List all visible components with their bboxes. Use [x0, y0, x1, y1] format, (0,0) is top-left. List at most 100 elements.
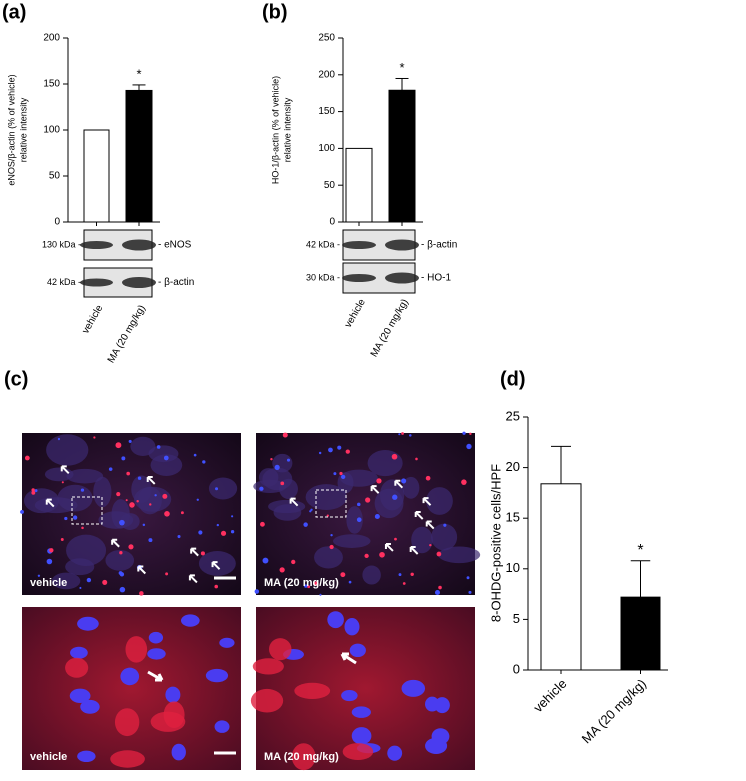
arrow [422, 497, 432, 506]
cell [119, 586, 126, 593]
nucleus [351, 706, 371, 718]
cell [20, 510, 24, 514]
cell [119, 551, 123, 555]
micrograph-label: MA (20 mg/kg) [264, 751, 339, 763]
cell [402, 582, 406, 585]
cell [165, 572, 169, 576]
tubule [98, 511, 134, 529]
arrow [137, 565, 147, 575]
tubule [66, 534, 107, 567]
cell [215, 487, 219, 491]
y-tick-label: 100 [318, 143, 335, 154]
tubule [150, 454, 183, 476]
cell [137, 476, 142, 480]
cell [80, 488, 85, 492]
cell [269, 638, 292, 661]
cell [125, 636, 148, 663]
tubule [367, 449, 403, 477]
micrograph-label: vehicle [30, 751, 67, 763]
cell [392, 494, 398, 500]
cell [468, 590, 472, 594]
tubule [426, 487, 453, 515]
tubule [431, 523, 458, 551]
cell [230, 530, 235, 534]
cell [401, 432, 404, 435]
tubule [51, 572, 81, 590]
y-tick-label: 15 [506, 510, 520, 525]
cell [79, 586, 82, 589]
arrow [111, 538, 120, 548]
cell [262, 557, 269, 564]
nucleus [401, 679, 426, 697]
tubule [333, 534, 371, 548]
cell [260, 521, 265, 527]
cell [326, 514, 329, 517]
y-tick-label: 0 [54, 217, 60, 228]
micrograph [22, 607, 241, 770]
x-tick-label: MA (20 mg/kg) [106, 303, 148, 365]
arrow [190, 547, 199, 557]
cell [73, 515, 78, 520]
cell [49, 548, 54, 553]
cell [415, 457, 418, 461]
blot-name-label: - β-actin [158, 277, 194, 288]
cell [37, 574, 41, 577]
y-axis-label: relative intensity [282, 97, 292, 162]
nucleus [77, 616, 99, 631]
nucleus [214, 720, 230, 733]
cell [280, 481, 285, 486]
y-tick-label: 0 [329, 217, 335, 228]
arrow [409, 546, 419, 555]
cell [129, 502, 135, 508]
cell [114, 708, 140, 737]
cell [309, 510, 312, 513]
cell [128, 439, 132, 443]
cell [469, 432, 472, 436]
cell [198, 530, 203, 535]
cell [425, 475, 431, 481]
cell [193, 453, 197, 457]
tubule [130, 436, 156, 456]
nucleus [344, 618, 360, 636]
blot-band [80, 241, 113, 249]
tubule [46, 434, 89, 466]
arrow [370, 485, 380, 494]
cell [142, 523, 146, 527]
cell [65, 657, 89, 678]
nucleus [77, 750, 96, 762]
blot-band [342, 274, 376, 282]
cell [401, 478, 407, 484]
nucleus [351, 727, 372, 745]
cell [60, 538, 64, 541]
blot-name-label: - HO-1 [421, 273, 451, 284]
cell [328, 447, 333, 453]
cell [154, 494, 157, 497]
tubule [411, 526, 433, 554]
cell [274, 464, 280, 470]
tubule [438, 546, 481, 564]
cell [115, 442, 122, 449]
tubule [133, 486, 172, 512]
tubule [272, 453, 293, 473]
tubule [93, 476, 112, 508]
cell [342, 743, 374, 761]
tubule [268, 499, 306, 514]
cell [34, 489, 38, 493]
cell [340, 474, 346, 480]
panel-label: (b) [262, 1, 288, 23]
cell [202, 460, 206, 464]
panel-label: (d) [500, 368, 526, 390]
cell [304, 584, 308, 588]
nucleus [349, 643, 366, 658]
cell [196, 498, 199, 501]
cell [200, 551, 205, 556]
cell [391, 453, 398, 460]
y-tick-label: 250 [318, 33, 335, 44]
x-tick-label: MA (20 mg/kg) [369, 297, 411, 359]
cell [216, 523, 219, 527]
panel-label: (a) [2, 1, 26, 23]
cell [314, 581, 319, 586]
nucleus [148, 631, 164, 644]
y-tick-label: 50 [49, 171, 61, 182]
blot-band [385, 272, 419, 284]
